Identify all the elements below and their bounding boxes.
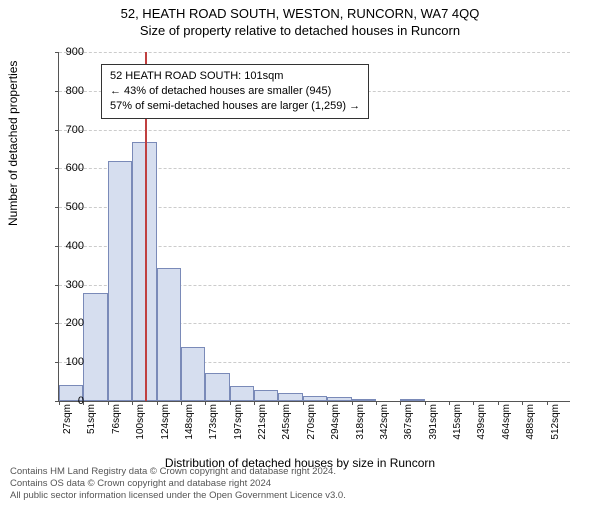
xtick-mark [425, 401, 426, 405]
title-line2: Size of property relative to detached ho… [0, 23, 600, 38]
xtick-mark [230, 401, 231, 405]
xtick-mark [473, 401, 474, 405]
xtick-label: 512sqm [550, 404, 561, 454]
xtick-mark [254, 401, 255, 405]
ytick-label: 600 [54, 162, 84, 174]
histogram-bar [83, 293, 107, 401]
histogram-bar [303, 396, 327, 401]
title-line1: 52, HEATH ROAD SOUTH, WESTON, RUNCORN, W… [0, 6, 600, 21]
info-box-line: 57% of semi-detached houses are larger (… [110, 99, 360, 114]
xtick-label: 124sqm [160, 404, 171, 454]
xtick-mark [157, 401, 158, 405]
ytick-label: 400 [54, 240, 84, 252]
ytick-label: 200 [54, 317, 84, 329]
histogram-bar [254, 390, 278, 401]
plot: 27sqm51sqm76sqm100sqm124sqm148sqm173sqm1… [58, 52, 570, 402]
chart-area: 27sqm51sqm76sqm100sqm124sqm148sqm173sqm1… [58, 52, 570, 402]
xtick-label: 318sqm [355, 404, 366, 454]
info-box: 52 HEATH ROAD SOUTH: 101sqm← 43% of deta… [101, 64, 369, 119]
xtick-mark [278, 401, 279, 405]
y-axis-label: Number of detached properties [6, 61, 20, 226]
xtick-label: 100sqm [135, 404, 146, 454]
xtick-label: 367sqm [403, 404, 414, 454]
xtick-label: 173sqm [208, 404, 219, 454]
xtick-mark [400, 401, 401, 405]
ytick-label: 800 [54, 85, 84, 97]
xtick-label: 270sqm [306, 404, 317, 454]
xtick-mark [132, 401, 133, 405]
ytick-label: 100 [54, 356, 84, 368]
xtick-mark [352, 401, 353, 405]
gridline [59, 130, 570, 131]
histogram-bar [230, 386, 254, 401]
footer: Contains HM Land Registry data © Crown c… [10, 466, 346, 502]
footer-line3: All public sector information licensed u… [10, 490, 346, 502]
xtick-label: 27sqm [62, 404, 73, 454]
xtick-mark [181, 401, 182, 405]
histogram-bar [205, 373, 229, 401]
ytick-label: 0 [54, 395, 84, 407]
ytick-label: 900 [54, 46, 84, 58]
xtick-label: 294sqm [330, 404, 341, 454]
xtick-label: 245sqm [281, 404, 292, 454]
ytick-label: 700 [54, 124, 84, 136]
xtick-mark [522, 401, 523, 405]
histogram-bar [352, 399, 376, 401]
xtick-mark [449, 401, 450, 405]
footer-line1: Contains HM Land Registry data © Crown c… [10, 466, 346, 478]
xtick-label: 342sqm [379, 404, 390, 454]
xtick-mark [108, 401, 109, 405]
ytick-label: 500 [54, 201, 84, 213]
footer-line2: Contains OS data © Crown copyright and d… [10, 478, 346, 490]
xtick-mark [327, 401, 328, 405]
xtick-label: 415sqm [452, 404, 463, 454]
gridline [59, 52, 570, 53]
xtick-mark [303, 401, 304, 405]
histogram-bar [108, 161, 132, 401]
xtick-label: 464sqm [501, 404, 512, 454]
xtick-label: 51sqm [86, 404, 97, 454]
histogram-bar [327, 397, 351, 401]
xtick-mark [547, 401, 548, 405]
ytick-label: 300 [54, 279, 84, 291]
xtick-label: 391sqm [428, 404, 439, 454]
xtick-label: 439sqm [476, 404, 487, 454]
info-box-line: 52 HEATH ROAD SOUTH: 101sqm [110, 69, 360, 84]
xtick-mark [205, 401, 206, 405]
xtick-label: 76sqm [111, 404, 122, 454]
xtick-label: 197sqm [233, 404, 244, 454]
xtick-label: 488sqm [525, 404, 536, 454]
xtick-mark [498, 401, 499, 405]
histogram-bar [157, 268, 181, 401]
histogram-bar [400, 399, 424, 401]
info-box-line: ← 43% of detached houses are smaller (94… [110, 84, 360, 99]
xtick-mark [376, 401, 377, 405]
xtick-label: 148sqm [184, 404, 195, 454]
xtick-label: 221sqm [257, 404, 268, 454]
histogram-bar [181, 347, 205, 401]
histogram-bar [278, 393, 302, 401]
